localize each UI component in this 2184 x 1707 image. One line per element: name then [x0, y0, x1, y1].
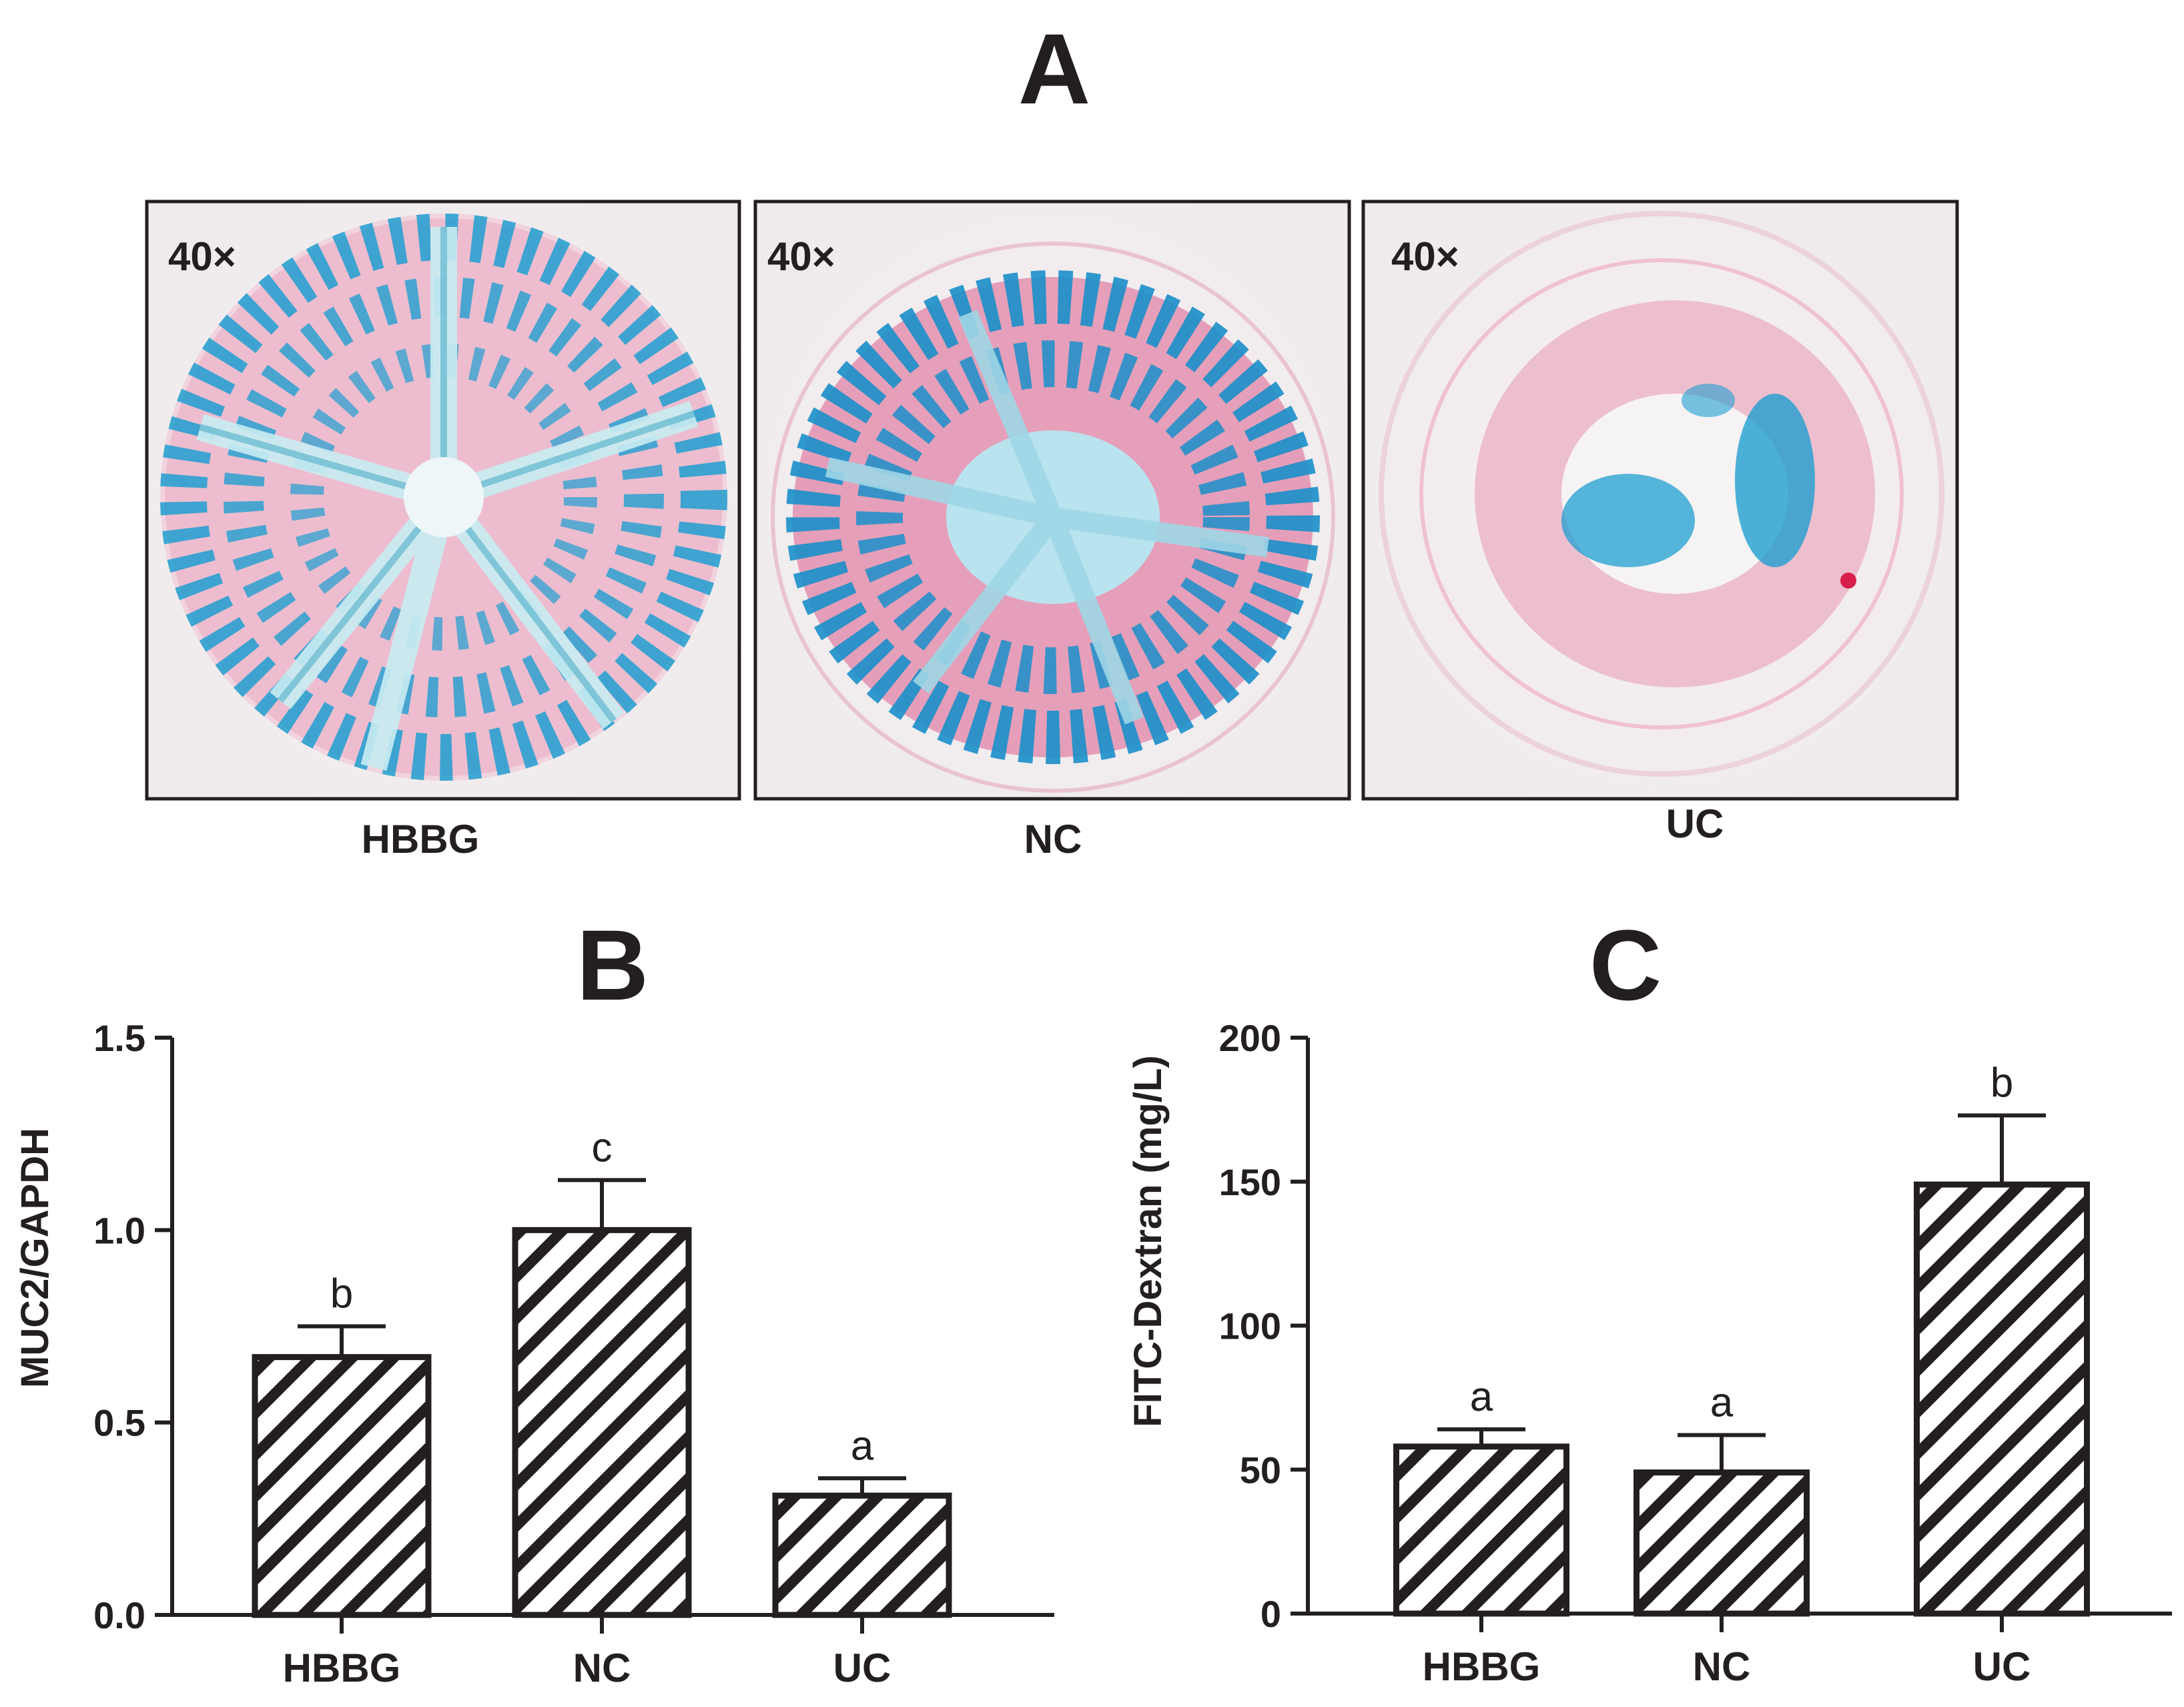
significance-label: b [1990, 1060, 2013, 1106]
colon-section-hbbg [160, 214, 727, 781]
panel-letter-b: B [577, 909, 649, 1021]
y-axis-label: MUC2/GAPDH [13, 1128, 57, 1388]
bar-hbbg [252, 1354, 432, 1618]
y-axis-label: FITC-Dextran (mg/L) [1126, 1055, 1170, 1427]
micrograph-label-nc: NC [1024, 817, 1082, 862]
x-category-label: NC [1693, 1644, 1751, 1689]
x-category-label: NC [573, 1646, 631, 1690]
bar-nc [512, 1227, 692, 1618]
y-tick-label: 1.5 [93, 1017, 145, 1059]
x-category-label: UC [1973, 1644, 2031, 1689]
micrograph-nc: 40× [753, 200, 1351, 801]
bar-hbbg [1393, 1443, 1569, 1617]
bar-uc [1914, 1181, 2090, 1617]
magnification-label: 40× [1391, 234, 1459, 279]
y-tick-label: 150 [1219, 1161, 1281, 1203]
significance-label: a [1470, 1374, 1493, 1420]
y-tick-label: 100 [1219, 1305, 1281, 1347]
x-category-label: HBBG [1423, 1644, 1541, 1689]
x-category-label: HBBG [283, 1646, 401, 1690]
chart-muc2: MUC2/GAPDH 0.0 0.5 1.0 1.5 b HBBG c NC a UC [13, 1017, 1054, 1690]
y-tick-label: 200 [1219, 1017, 1281, 1059]
micrograph-label-uc: UC [1666, 801, 1724, 846]
y-tick-label: 50 [1240, 1449, 1281, 1491]
y-tick-label: 0.5 [93, 1402, 145, 1444]
magnification-label: 40× [767, 234, 835, 279]
chart-fitc-dextran: FITC-Dextran (mg/L) 0 50 100 150 200 a HBBG a NC… [1126, 1017, 2172, 1689]
panel-letter-c: C [1589, 909, 1662, 1021]
colon-section-uc [1379, 211, 1944, 777]
y-tick-label: 0 [1260, 1593, 1281, 1635]
micrograph-uc: 40× [1361, 200, 1959, 801]
bar-uc [772, 1492, 952, 1618]
significance-label: a [1710, 1379, 1734, 1425]
bar-nc [1633, 1469, 1810, 1617]
significance-label: c [592, 1124, 613, 1170]
significance-label: b [330, 1271, 353, 1317]
significance-label: a [851, 1423, 874, 1469]
magnification-label: 40× [168, 234, 236, 279]
y-tick-label: 0.0 [93, 1594, 145, 1636]
micrograph-hbbg: 40× [145, 200, 741, 801]
x-category-label: UC [833, 1646, 891, 1690]
colon-section-nc [771, 242, 1335, 793]
micrograph-label-hbbg: HBBG [362, 817, 480, 862]
panel-letter-a: A [1018, 13, 1090, 125]
y-tick-label: 1.0 [93, 1209, 145, 1251]
